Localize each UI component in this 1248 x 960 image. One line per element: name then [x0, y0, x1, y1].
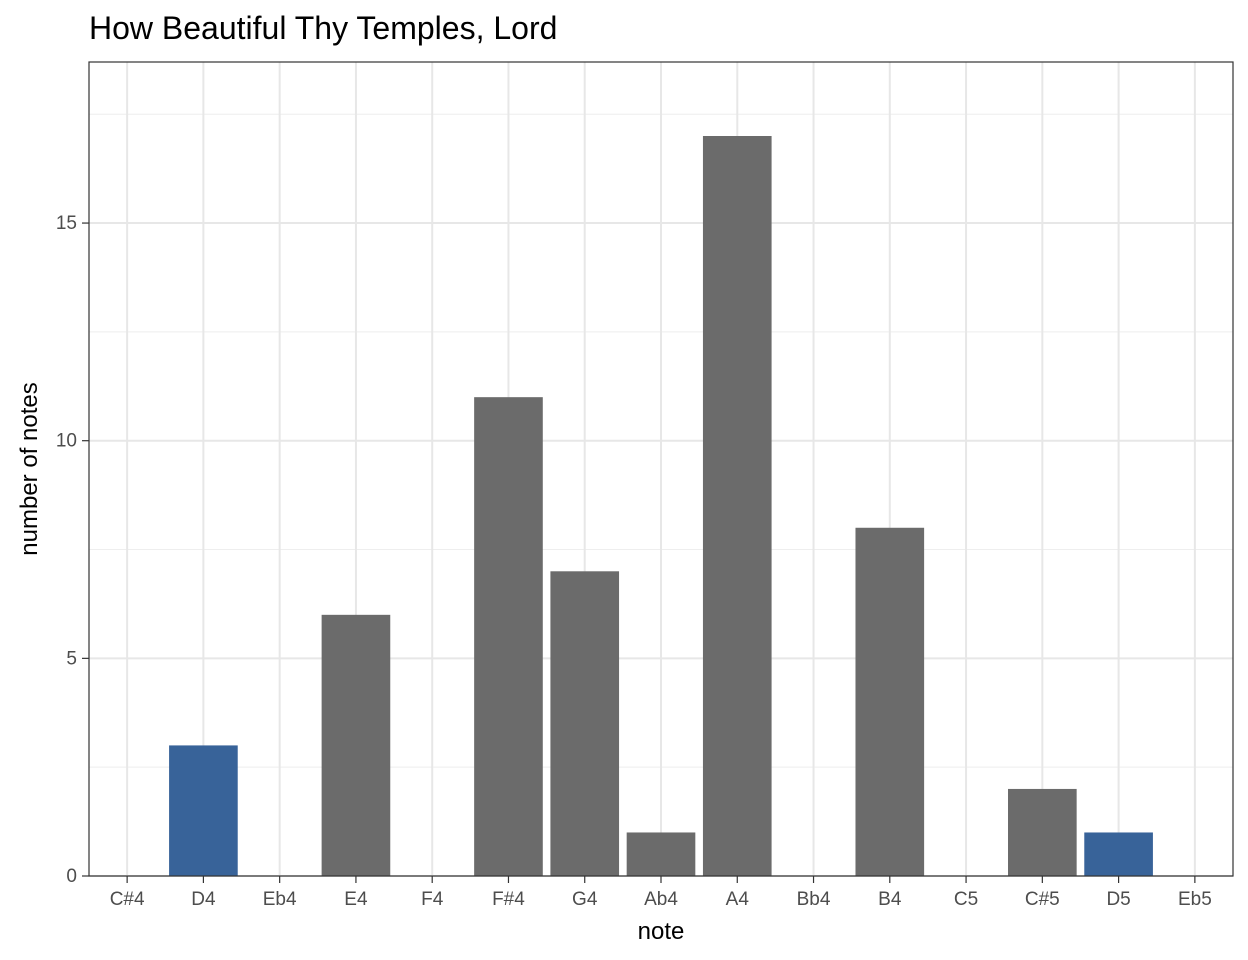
x-tick-label: A4: [726, 889, 750, 910]
x-tick-label: Ab4: [644, 889, 678, 910]
x-tick-label: Eb4: [263, 889, 297, 910]
bar-e4: [321, 614, 391, 876]
bar-csharp5: [1008, 788, 1077, 876]
x-tick-label: Eb5: [1178, 889, 1212, 910]
x-tick-label: G4: [572, 889, 598, 910]
y-tick-label: 0: [66, 866, 77, 887]
bar-a4: [702, 136, 772, 876]
y-axis-title: number of notes: [16, 382, 43, 555]
x-tick-label: Bb4: [797, 889, 831, 910]
bar-b4: [855, 527, 925, 876]
bar-ab4: [626, 832, 696, 876]
bar-d4: [169, 745, 238, 876]
x-tick-label: D5: [1106, 889, 1130, 910]
x-axis-title: note: [638, 918, 685, 945]
x-axis: C#4 D4 Eb4 E4 F4 F#4 G4 Ab4 A4 Bb4 B4 C5 C#5 D5 Eb5: [110, 876, 1212, 910]
x-tick-label: D4: [191, 889, 216, 910]
x-tick-label: C#4: [110, 889, 145, 910]
x-tick-label: F4: [421, 889, 444, 910]
bar-d5: [1084, 832, 1153, 876]
x-tick-label: E4: [344, 889, 368, 910]
y-axis: 0 5 10 15: [56, 213, 89, 887]
bar-fsharp4: [474, 397, 543, 876]
x-tick-label: F#4: [492, 889, 525, 910]
y-tick-label: 15: [56, 213, 77, 234]
y-tick-label: 10: [56, 431, 77, 452]
x-tick-label: C#5: [1025, 889, 1060, 910]
y-tick-label: 5: [66, 648, 77, 669]
bar-g4: [550, 571, 620, 876]
bars-group: [169, 136, 1153, 876]
x-tick-label: C5: [954, 889, 978, 910]
chart-title: How Beautiful Thy Temples, Lord: [89, 10, 557, 46]
x-tick-label: B4: [878, 889, 902, 910]
